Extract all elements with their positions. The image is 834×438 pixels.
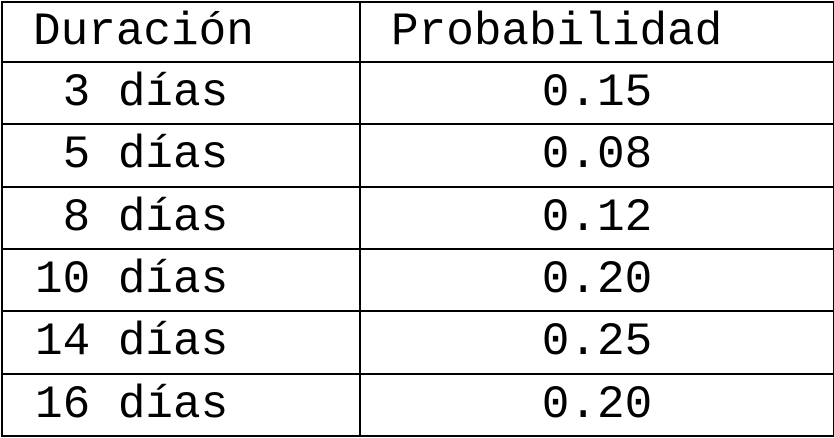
table-row: 14 días 0.25 — [1, 310, 834, 375]
cell-duracion: 16 días — [1, 372, 361, 438]
cell-duracion: 14 días — [1, 310, 361, 375]
cell-probabilidad: 0.25 — [359, 310, 834, 375]
cell-probabilidad: 0.08 — [359, 123, 834, 188]
column-header-duracion: Duración — [1, 1, 361, 63]
table-row: 16 días 0.20 — [1, 372, 834, 438]
cell-duracion: 8 días — [1, 185, 361, 250]
cell-probabilidad: 0.20 — [359, 247, 834, 313]
table-row: 3 días 0.15 — [1, 60, 834, 126]
cell-duracion: 5 días — [1, 123, 361, 188]
cell-probabilidad: 0.15 — [359, 60, 834, 126]
table-header-row: Duración Probabilidad — [1, 1, 834, 63]
table-row: 8 días 0.12 — [1, 185, 834, 250]
cell-duracion: 10 días — [1, 247, 361, 313]
table-row: 5 días 0.08 — [1, 123, 834, 188]
column-header-probabilidad: Probabilidad — [359, 1, 834, 63]
cell-probabilidad: 0.12 — [359, 185, 834, 250]
cell-probabilidad: 0.20 — [359, 372, 834, 438]
table-row: 10 días 0.20 — [1, 247, 834, 313]
cell-duracion: 3 días — [1, 60, 361, 126]
